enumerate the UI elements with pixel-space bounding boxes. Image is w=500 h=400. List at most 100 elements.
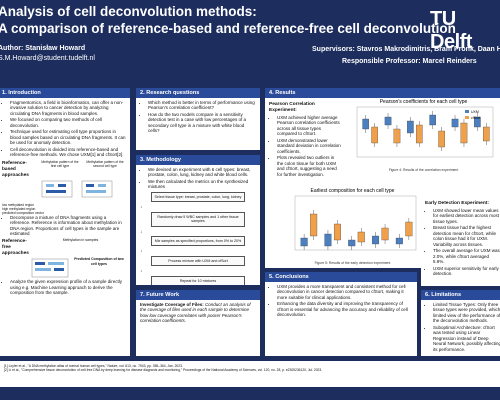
list-item: Suboptimal Architecture: cfSort was test…: [433, 325, 500, 352]
legend-entry: predicted composition vector: [2, 210, 44, 215]
list-item: How do the two models compare in a sensi…: [148, 112, 256, 134]
figure: Reference-based approaches Methylation p…: [2, 160, 126, 180]
figure-graphic: [41, 181, 113, 198]
figure-label: Methylation in samples: [62, 237, 99, 242]
subheading: Early Detection Experiment:: [425, 201, 489, 206]
arrow: ↓: [140, 204, 143, 210]
chart-shape: [451, 118, 459, 128]
figure-title: Reference-free approaches: [2, 238, 29, 256]
chart-shape: [300, 237, 308, 247]
chart-shape: [333, 223, 341, 241]
methodology: 3. Methodology We devised an experiment …: [136, 155, 260, 285]
chart-1: Pearson's coefficients for each cell typ…: [347, 99, 500, 172]
chart-shape: [324, 233, 332, 247]
legend-entry: high methylated region: [2, 206, 36, 211]
limitations: 6. Limitations Limited Tissue Types: Onl…: [421, 290, 500, 356]
text: Conduct an analysis of the coverage of f…: [140, 302, 251, 324]
references: [1] Loyfer et al., "A DNA methylation at…: [0, 361, 500, 387]
list: Limited Tissue Types: Only three tissue …: [425, 302, 500, 352]
figure: Reference-free approaches Methylation in…: [2, 238, 126, 258]
caption: Figure 5: Results of the early detection…: [314, 261, 391, 265]
chart-shape: [405, 221, 413, 237]
chart-shape: [372, 235, 380, 245]
list-item: UXM superior sensitivity for early detec…: [433, 266, 500, 277]
chart-shape: [460, 122, 468, 144]
subheading: Investigate Coverage of Files:: [140, 302, 204, 307]
figure-label: Predicted Composition of two cell types: [74, 257, 124, 266]
list: UXM achieved higher average Pearson corr…: [269, 115, 341, 177]
list: UXM showed lower mean values for earlies…: [425, 208, 500, 277]
list-item: Breast tissue had the highest detection …: [433, 225, 500, 247]
chart-shape: [384, 116, 392, 126]
list-item: Plots revealed two outliers in the colon…: [277, 155, 341, 177]
arrow: ↓: [140, 268, 143, 274]
heading: 5. Conclusions: [265, 272, 417, 282]
chart-shape: [310, 213, 318, 237]
chart-shape: [474, 116, 481, 128]
list-item: We focused on comparing two methods of c…: [10, 117, 126, 128]
chart-shape: [438, 130, 445, 148]
chart-shape: [465, 110, 469, 113]
heading: 6. Limitations: [421, 290, 500, 300]
list-item: UXM achieved higher average Pearson corr…: [277, 115, 341, 137]
list: UXM provides a more transparent and cons…: [269, 284, 413, 318]
chart-shape: [465, 116, 469, 119]
reference: [2] Li et al., "Comprehensive tissue dec…: [4, 368, 323, 373]
subheading: Pearson Correlation Experiment:: [269, 102, 315, 113]
body: Fragmentomics, a field in bioinformatics…: [0, 98, 130, 299]
flow-step: Process mixture with UXM and cfSort: [150, 255, 246, 267]
list-item: Decompose a mixture of DNA fragments usi…: [10, 215, 126, 237]
chart-shape: [407, 120, 414, 134]
early-detection: Early Detection Experiment: UXM showed l…: [421, 198, 500, 286]
chart-graphic: [294, 195, 417, 251]
figure: Predicted Composition of two cell types: [2, 257, 126, 279]
list-item: We devised an experiment with 6 cell typ…: [148, 167, 256, 178]
chart-graphic: UXM cfSort: [356, 106, 494, 158]
introduction: 1. Introduction Fragmentomics, a field i…: [0, 88, 130, 356]
list-item: We then calculated the metrics on the sy…: [148, 179, 256, 190]
list-item: The overall average for UXM was 2.0%, wh…: [433, 248, 500, 264]
list-item: Analyze the given expression profile of …: [10, 279, 126, 295]
heading: 2. Research questions: [136, 88, 260, 98]
chart-shape: [348, 239, 356, 247]
research-questions: 2. Research questions Which method is be…: [136, 88, 260, 150]
chart-shape: [416, 124, 423, 144]
heading: 1. Introduction: [0, 88, 130, 98]
heading: 7. Future Work: [136, 290, 260, 300]
title: A comparison of reference-based and refe…: [0, 21, 456, 36]
author: Author: Stanisław Howard: [0, 45, 86, 52]
professor: Responsible Professor: Marcel Reinders: [342, 58, 477, 65]
chart-shape: [381, 227, 389, 241]
list: Fragmentomics, a field in bioinformatics…: [2, 100, 126, 158]
chart-shape: [429, 114, 436, 126]
arrow: ↓: [140, 248, 143, 254]
chart-shape: [393, 128, 401, 144]
list-item: Cell deconvolution is divided into refer…: [10, 147, 126, 158]
legend-entry: cfSort: [471, 116, 480, 120]
legend-entry: UXM: [471, 110, 479, 114]
results: 4. Results Pearson Correlation Experimen…: [265, 88, 500, 268]
chart-2: Earliest composition for each cell type …: [285, 188, 420, 265]
figure-legend: low methylated region high methylated reg…: [2, 203, 126, 215]
chart-title: Pearson's coefficients for each cell typ…: [379, 99, 468, 105]
list-item: Fragmentomics, a field in bioinformatics…: [10, 100, 126, 116]
figure-title: Reference-based approaches: [2, 160, 29, 178]
list-item: Limited Tissue Types: Only three tissue …: [433, 302, 500, 324]
header: Analysis of cell deconvolution methods: …: [0, 0, 500, 76]
list: Which method is better in terms of perfo…: [140, 100, 256, 134]
legend-entry: low methylated region: [2, 202, 35, 207]
arrow: ↓: [140, 228, 143, 234]
chart-shape: [371, 126, 378, 144]
chart-title: Earliest composition for each cell type: [310, 188, 395, 194]
chart-shape: [356, 106, 494, 158]
figure-label: Methylation pattern of the second cell t…: [86, 159, 124, 168]
heading: 3. Methodology: [136, 155, 260, 165]
supervisors: Supervisors: Stavros Makrodimitris, Bram…: [312, 46, 500, 53]
email: S.M.Howard@student.tudelft.nl: [0, 55, 95, 62]
flow-step: Randomly draw 5 WBC samples and 1 other …: [150, 211, 246, 227]
figure-label: Methylation pattern of the first cell ty…: [41, 159, 79, 168]
pearson-text: Pearson Correlation Experiment: UXM achi…: [265, 99, 345, 180]
list: We devised an experiment with 6 cell typ…: [140, 167, 256, 190]
flow-step: Mix samples as specified proportions, fr…: [150, 236, 246, 247]
heading: 4. Results: [265, 88, 500, 98]
